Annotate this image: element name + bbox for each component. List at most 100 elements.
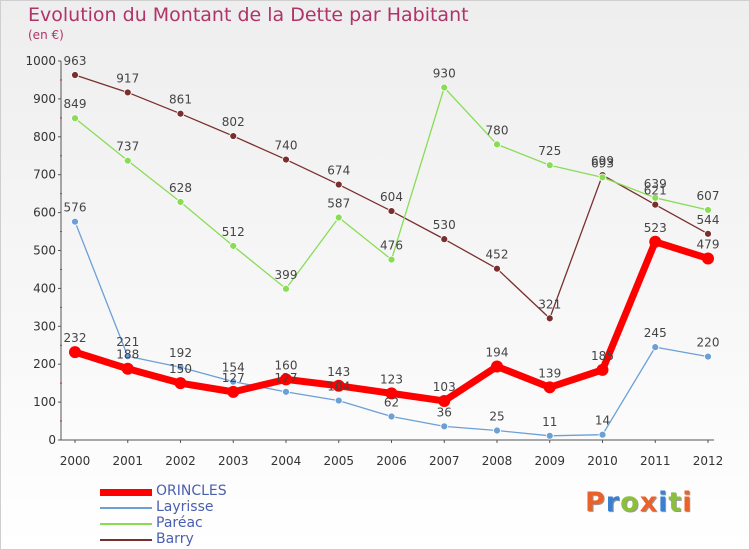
- chart-legend: ORINCLES Layrisse Paréac Barry: [100, 483, 300, 548]
- data-point: [440, 422, 449, 431]
- y-tick-label: 600: [33, 206, 56, 220]
- data-label: 530: [433, 218, 456, 232]
- data-label: 123: [380, 372, 403, 386]
- data-label: 185: [591, 349, 614, 363]
- x-tick-label: 2006: [376, 454, 407, 468]
- data-label: 849: [64, 97, 87, 111]
- data-label: 11: [542, 415, 557, 429]
- data-label: 725: [538, 144, 561, 158]
- x-tick-label: 2012: [693, 454, 724, 468]
- data-point: [438, 394, 451, 407]
- data-label: 220: [697, 336, 720, 350]
- data-label: 674: [327, 164, 350, 178]
- chart-title: Evolution du Montant de la Dette par Hab…: [28, 4, 469, 26]
- legend-item: Layrisse: [100, 499, 300, 516]
- data-label: 160: [275, 358, 298, 372]
- y-tick-label: 300: [33, 319, 56, 333]
- data-point: [71, 114, 79, 123]
- data-label: 245: [644, 326, 667, 340]
- data-label: 737: [116, 140, 139, 154]
- x-tick-label: 2003: [218, 454, 249, 468]
- data-label: 607: [697, 189, 720, 203]
- data-point: [123, 88, 132, 97]
- x-tick-label: 2005: [323, 454, 354, 468]
- data-point: [596, 363, 609, 376]
- x-tick-label: 2002: [165, 454, 196, 468]
- data-point: [651, 343, 660, 352]
- data-point: [440, 83, 449, 92]
- legend-label: Barry: [156, 531, 194, 547]
- data-point: [545, 431, 554, 440]
- data-label: 143: [327, 365, 350, 379]
- data-label: 103: [433, 380, 456, 394]
- data-point: [387, 412, 396, 421]
- data-label: 587: [327, 197, 350, 211]
- data-label: 576: [64, 201, 87, 215]
- data-label: 479: [697, 237, 720, 251]
- data-label: 802: [222, 115, 245, 129]
- data-label: 544: [697, 213, 720, 227]
- x-tick-label: 2004: [271, 454, 302, 468]
- x-tick-label: 2010: [587, 454, 618, 468]
- data-label: 740: [275, 139, 298, 153]
- data-label: 14: [595, 414, 610, 428]
- data-point: [334, 396, 343, 405]
- logo-letter: t: [668, 487, 683, 518]
- data-point: [493, 264, 501, 273]
- data-point: [598, 173, 607, 182]
- data-label: 861: [169, 93, 192, 107]
- data-label: 963: [64, 54, 87, 68]
- data-point: [649, 235, 662, 248]
- data-label: 127: [222, 371, 245, 385]
- data-label: 139: [538, 366, 561, 380]
- logo-letter: P: [585, 487, 606, 518]
- data-point: [176, 198, 185, 206]
- y-tick-label: 0: [48, 433, 56, 447]
- data-label: 36: [437, 405, 452, 419]
- data-label: 154: [222, 361, 245, 375]
- data-label: 321: [538, 297, 561, 311]
- data-label: 62: [384, 396, 399, 410]
- x-tick-label: 2009: [534, 454, 565, 468]
- data-point: [704, 229, 712, 238]
- data-label: 194: [486, 345, 509, 359]
- legend-item: ORINCLES: [100, 483, 300, 500]
- data-label: 221: [116, 335, 139, 349]
- data-point: [282, 387, 290, 396]
- x-tick-label: 2011: [640, 454, 671, 468]
- legend-swatch: [100, 523, 152, 525]
- data-point: [545, 161, 554, 170]
- data-label: 780: [486, 123, 509, 137]
- data-label: 699: [591, 154, 614, 168]
- legend-label: Paréac: [156, 515, 203, 531]
- legend-swatch: [100, 539, 152, 541]
- data-point: [493, 426, 501, 435]
- data-point: [440, 235, 449, 244]
- y-tick-label: 1000: [25, 54, 56, 68]
- y-tick-label: 500: [33, 244, 56, 258]
- data-label: 917: [116, 71, 139, 85]
- x-tick-label: 2000: [60, 454, 91, 468]
- data-point: [229, 242, 238, 250]
- data-point: [651, 193, 660, 202]
- data-label: 693: [591, 156, 614, 170]
- y-tick-label: 400: [33, 281, 56, 295]
- data-point: [493, 140, 501, 149]
- data-point: [651, 200, 660, 209]
- data-point: [227, 385, 240, 398]
- data-label: 25: [489, 410, 504, 424]
- logo-letter: o: [620, 487, 640, 518]
- data-label: 192: [169, 346, 192, 360]
- data-point: [123, 156, 132, 165]
- data-label: 621: [644, 184, 667, 198]
- data-label: 523: [644, 221, 667, 235]
- data-point: [229, 377, 238, 386]
- data-label: 104: [327, 380, 350, 394]
- data-point: [176, 109, 185, 118]
- y-tick-label: 200: [33, 357, 56, 371]
- legend-label: Layrisse: [156, 499, 214, 515]
- x-tick-label: 2008: [482, 454, 513, 468]
- data-point: [71, 217, 79, 226]
- data-label: 476: [380, 239, 403, 253]
